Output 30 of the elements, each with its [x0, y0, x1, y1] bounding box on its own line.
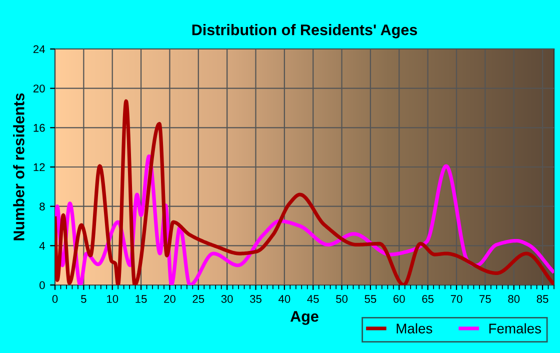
x-tick-label: 50: [336, 295, 348, 303]
x-tick-label: 5: [81, 295, 86, 303]
x-tick-label: 60: [394, 295, 405, 303]
legend-label: Males: [396, 323, 432, 334]
y-tick-label: 8: [40, 202, 45, 210]
chart-title: Distribution of Residents' Ages: [192, 24, 418, 38]
y-tick-label: 24: [33, 45, 45, 54]
y-tick-label: 20: [33, 84, 45, 92]
x-tick-label: 20: [164, 295, 176, 303]
x-tick-label: 25: [192, 295, 204, 303]
x-tick-label: 80: [508, 295, 520, 303]
y-tick-label: 0: [40, 281, 45, 290]
x-tick-label: 85: [536, 295, 548, 303]
x-tick-label: 30: [221, 295, 233, 303]
y-axis-title: Number of residents: [13, 93, 24, 240]
y-tick-label: 4: [39, 242, 45, 250]
x-tick-label: 0: [52, 295, 58, 303]
x-tick-label: 75: [480, 295, 491, 303]
x-tick-label: 40: [278, 295, 290, 303]
x-axis-title: Age: [290, 311, 318, 325]
x-tick-label: 65: [422, 295, 434, 303]
y-tick-label: 12: [34, 163, 45, 172]
x-tick-label: 45: [307, 295, 319, 303]
y-tick-label: 16: [34, 124, 45, 132]
x-tick-label: 55: [364, 295, 376, 303]
x-tick-label: 35: [250, 295, 262, 303]
x-tick-label: 10: [107, 295, 118, 303]
x-tick-label: 70: [450, 295, 462, 303]
legend-label: Females: [489, 323, 541, 334]
x-tick-label: 15: [136, 295, 147, 303]
